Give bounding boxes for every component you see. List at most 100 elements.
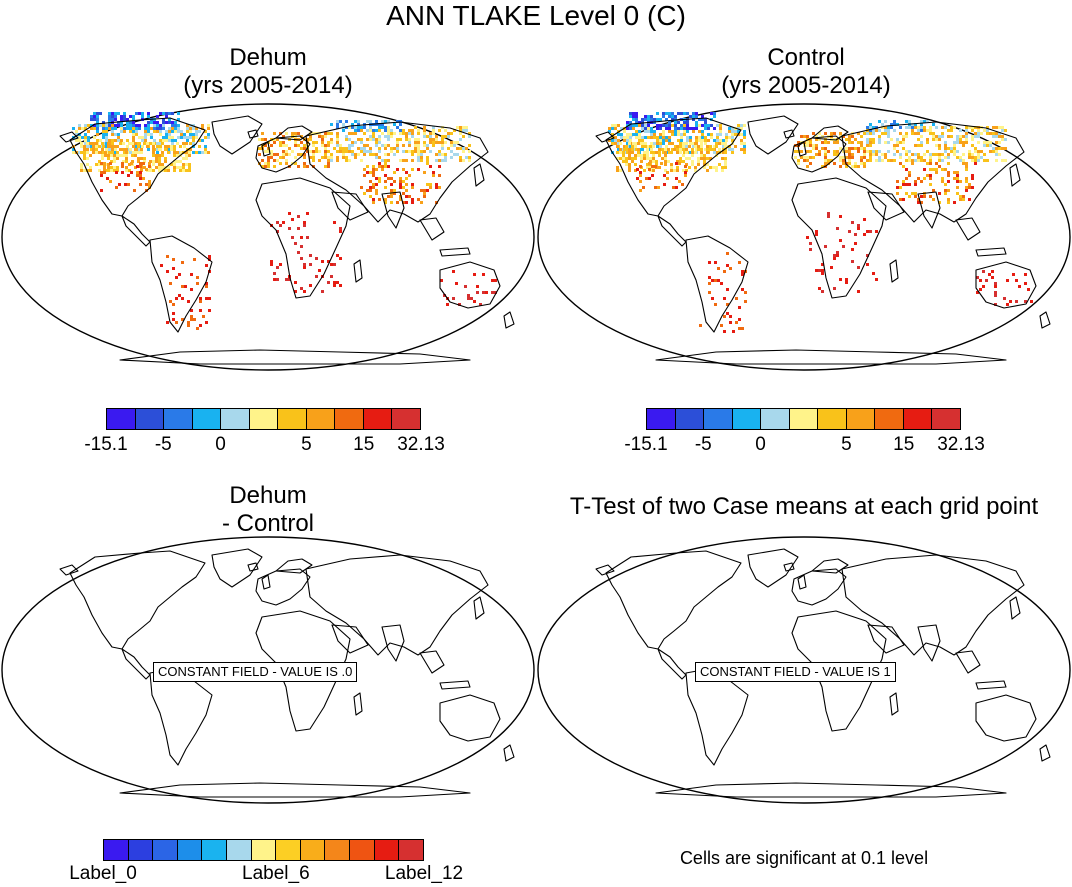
lake-cell	[387, 138, 390, 141]
lake-cell	[93, 124, 96, 127]
lake-cell	[647, 136, 650, 139]
lake-cell	[743, 145, 746, 148]
lake-cell	[99, 124, 102, 127]
lake-cell	[261, 159, 264, 162]
lake-cell	[929, 183, 932, 186]
lake-cell	[654, 186, 657, 189]
lake-cell	[137, 151, 140, 154]
lake-cell	[998, 153, 1001, 156]
lake-cell	[616, 151, 619, 154]
lake-cell	[974, 126, 977, 129]
lake-cell	[291, 150, 294, 153]
lake-cell	[189, 130, 192, 133]
lake-cell	[198, 130, 201, 133]
lake-cell	[691, 163, 694, 166]
lake-cell	[653, 118, 656, 121]
lake-cell	[189, 127, 192, 130]
lake-cell	[947, 147, 950, 150]
lake-cell	[387, 129, 390, 132]
lake-cell	[192, 139, 195, 142]
lake-cell	[686, 136, 689, 139]
lake-cell	[196, 327, 199, 330]
lake-cell	[899, 156, 902, 159]
coastline-greenland-cap	[595, 131, 615, 143]
lake-cell	[393, 192, 396, 195]
lake-cell	[965, 129, 968, 132]
lake-cell	[455, 282, 458, 285]
lake-cell	[354, 132, 357, 135]
lake-cell	[321, 144, 324, 147]
coastline-madagascar	[889, 692, 899, 716]
lake-cell	[357, 147, 360, 150]
lake-cell	[625, 145, 628, 148]
coastline-africa	[791, 177, 887, 299]
lake-cell	[159, 145, 162, 148]
lake-cell	[110, 154, 113, 157]
lake-cell	[899, 198, 902, 201]
lake-cell	[845, 156, 848, 159]
lake-cell	[836, 254, 839, 257]
lake-cell	[185, 169, 188, 172]
lake-cell	[179, 166, 182, 169]
lake-cell	[86, 142, 89, 145]
lake-cell	[641, 124, 644, 127]
lake-cell	[854, 162, 857, 165]
lake-cell	[125, 157, 128, 160]
lake-cell	[366, 189, 369, 192]
lake-cell	[327, 281, 330, 284]
lake-cell	[700, 142, 703, 145]
lake-cell	[656, 127, 659, 130]
lake-cell	[100, 171, 103, 174]
lake-cell	[129, 151, 132, 154]
lake-cell	[171, 142, 174, 145]
lake-cell	[821, 263, 824, 266]
lake-cell	[854, 165, 857, 168]
lake-cell	[172, 312, 175, 315]
coastline-scandinavia	[275, 125, 313, 141]
lake-cell	[327, 156, 330, 159]
lake-cell	[96, 133, 99, 136]
lake-cell	[848, 138, 851, 141]
lake-cell	[199, 324, 202, 327]
lake-cell	[932, 198, 935, 201]
lake-cell	[652, 151, 655, 154]
lake-cell	[119, 142, 122, 145]
lake-cell	[635, 136, 638, 139]
colorbar-tick-label: Label_6	[242, 863, 310, 884]
colorbar-tick-label: 5	[301, 434, 312, 455]
lake-cell	[171, 112, 174, 115]
lake-cell	[640, 160, 643, 163]
lake-cell	[126, 127, 129, 130]
lake-cell	[995, 159, 998, 162]
lake-cell	[722, 142, 725, 145]
lake-cell	[136, 174, 139, 177]
lake-cell	[917, 129, 920, 132]
lake-cell	[994, 285, 997, 288]
lake-cell	[187, 300, 190, 303]
coastline-iceland	[247, 129, 259, 139]
lake-cell	[306, 212, 309, 215]
lake-cell	[677, 112, 680, 115]
lake-cell	[107, 163, 110, 166]
lake-cell	[851, 135, 854, 138]
lake-cell	[345, 159, 348, 162]
lake-cell	[713, 112, 716, 115]
lake-cell	[426, 183, 429, 186]
lake-cell	[704, 142, 707, 145]
lake-cell	[108, 151, 111, 154]
lake-cell	[270, 150, 273, 153]
lake-cell	[177, 136, 180, 139]
lake-cell	[345, 120, 348, 123]
lake-cell	[663, 183, 666, 186]
lake-cell	[994, 291, 997, 294]
lake-cell	[701, 136, 704, 139]
lake-cell	[141, 139, 144, 142]
colorbar-tick-label: Label_0	[69, 863, 137, 884]
lake-cell	[665, 124, 668, 127]
lake-cell	[103, 165, 106, 168]
lake-cell	[303, 221, 306, 224]
lake-cell	[192, 127, 195, 130]
coastline-japan	[473, 596, 485, 620]
lake-cell	[644, 136, 647, 139]
lake-cell	[174, 124, 177, 127]
